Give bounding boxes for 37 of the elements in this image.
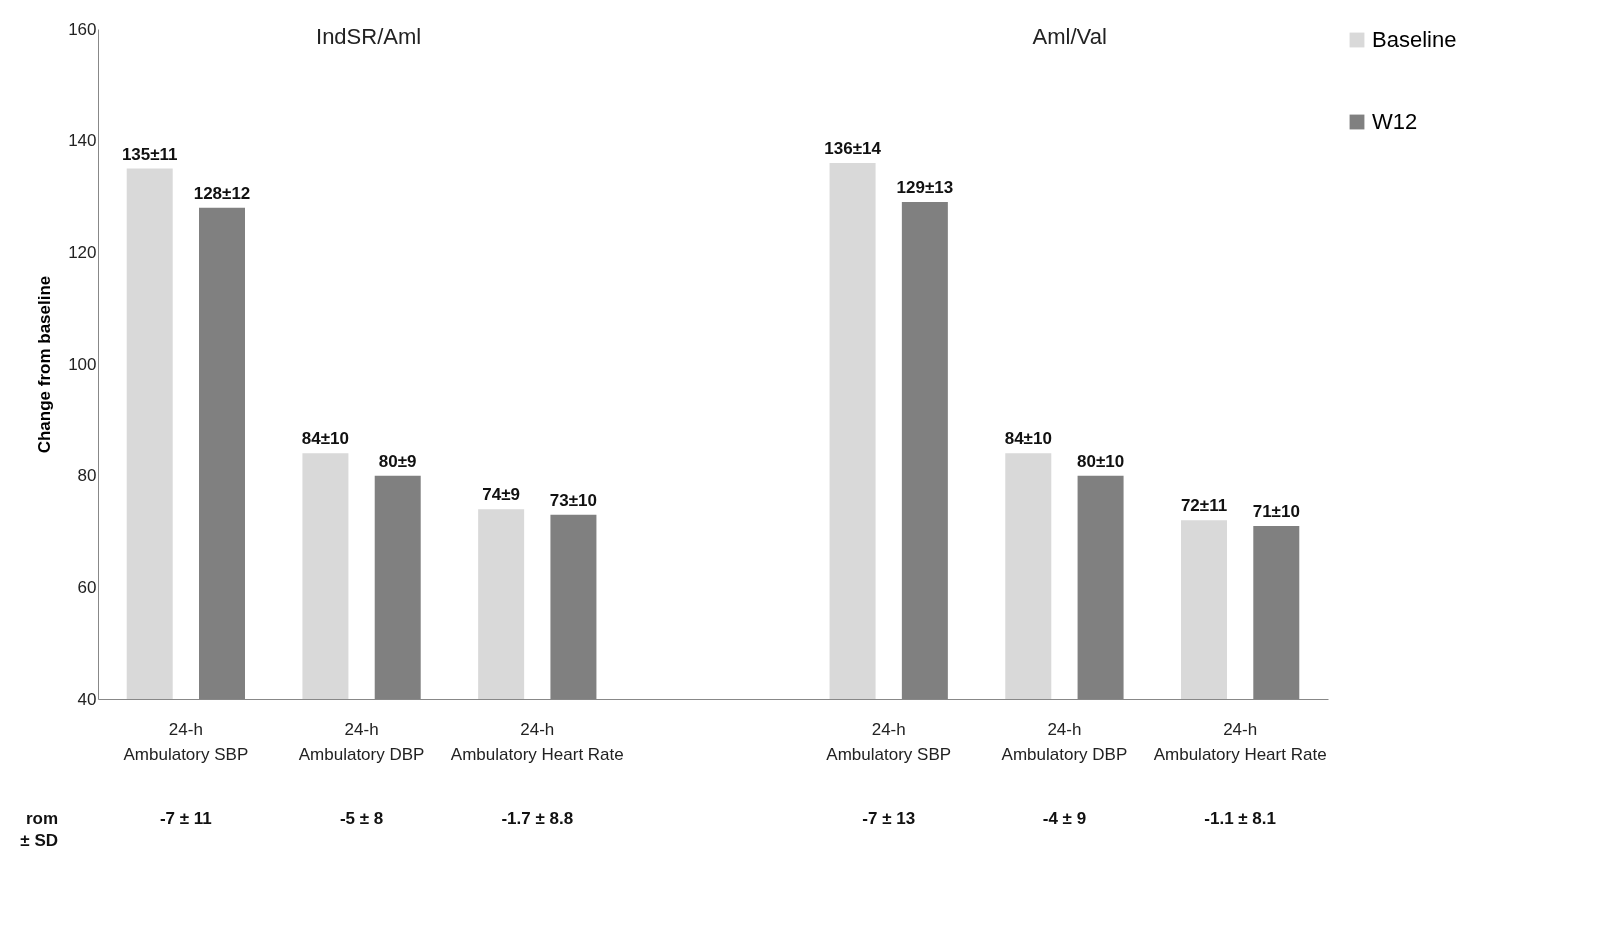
data-label: 135±11 xyxy=(121,144,178,164)
data-label: 128±12 xyxy=(193,183,251,203)
y-tick-label: 40 xyxy=(77,689,97,709)
text: -7 ± 11 xyxy=(159,809,212,828)
text: -7 ± 13 xyxy=(862,809,916,828)
data-label: 84±10 xyxy=(1004,429,1052,449)
data-label: 129±13 xyxy=(896,178,954,198)
annotation: IndSR/Aml xyxy=(316,24,422,49)
data-label: 80±9 xyxy=(378,451,417,471)
x-tick-label: 24-h Ambulatory DBP xyxy=(1001,719,1128,764)
x-tick-label: 24-h Ambulatory SBP xyxy=(826,719,952,764)
y-tick-label: 60 xyxy=(77,577,97,597)
data-label: 73±10 xyxy=(549,490,598,510)
y-tick-label: 160 xyxy=(68,19,97,39)
text: -1.1 ± 8.1 xyxy=(1204,809,1276,828)
text: rom ± SD xyxy=(20,809,58,850)
data-label: 136±14 xyxy=(824,139,882,158)
y-tick-label: 80 xyxy=(77,466,97,486)
data-label: 80±10 xyxy=(1077,451,1125,471)
data-label: 72±11 xyxy=(1180,496,1228,516)
x-tick-label: 24-h Ambulatory SBP xyxy=(123,719,249,764)
x-tick-label: 24-h Ambulatory DBP xyxy=(298,719,425,764)
data-label: 84±10 xyxy=(301,429,349,449)
text: -5 ± 8 xyxy=(339,809,384,828)
text: -4 ± 9 xyxy=(1042,809,1087,828)
annotation: Aml/Val xyxy=(1032,24,1107,49)
text: -1.7 ± 8.8 xyxy=(501,809,574,828)
y-axis-title: Change from baseline xyxy=(35,275,55,454)
legend-label: Baseline xyxy=(1372,27,1457,52)
x-tick-label: 24-h Ambulatory Heart Rate xyxy=(1153,719,1327,764)
x-tick-label: 24-h Ambulatory Heart Rate xyxy=(450,719,624,764)
data-label: 71±10 xyxy=(1252,501,1300,521)
data-label: 74±9 xyxy=(482,485,520,505)
y-tick-label: 120 xyxy=(68,242,97,262)
y-tick-label: 100 xyxy=(68,354,97,374)
legend-label: W12 xyxy=(1372,109,1418,134)
y-tick-label: 140 xyxy=(68,131,97,151)
